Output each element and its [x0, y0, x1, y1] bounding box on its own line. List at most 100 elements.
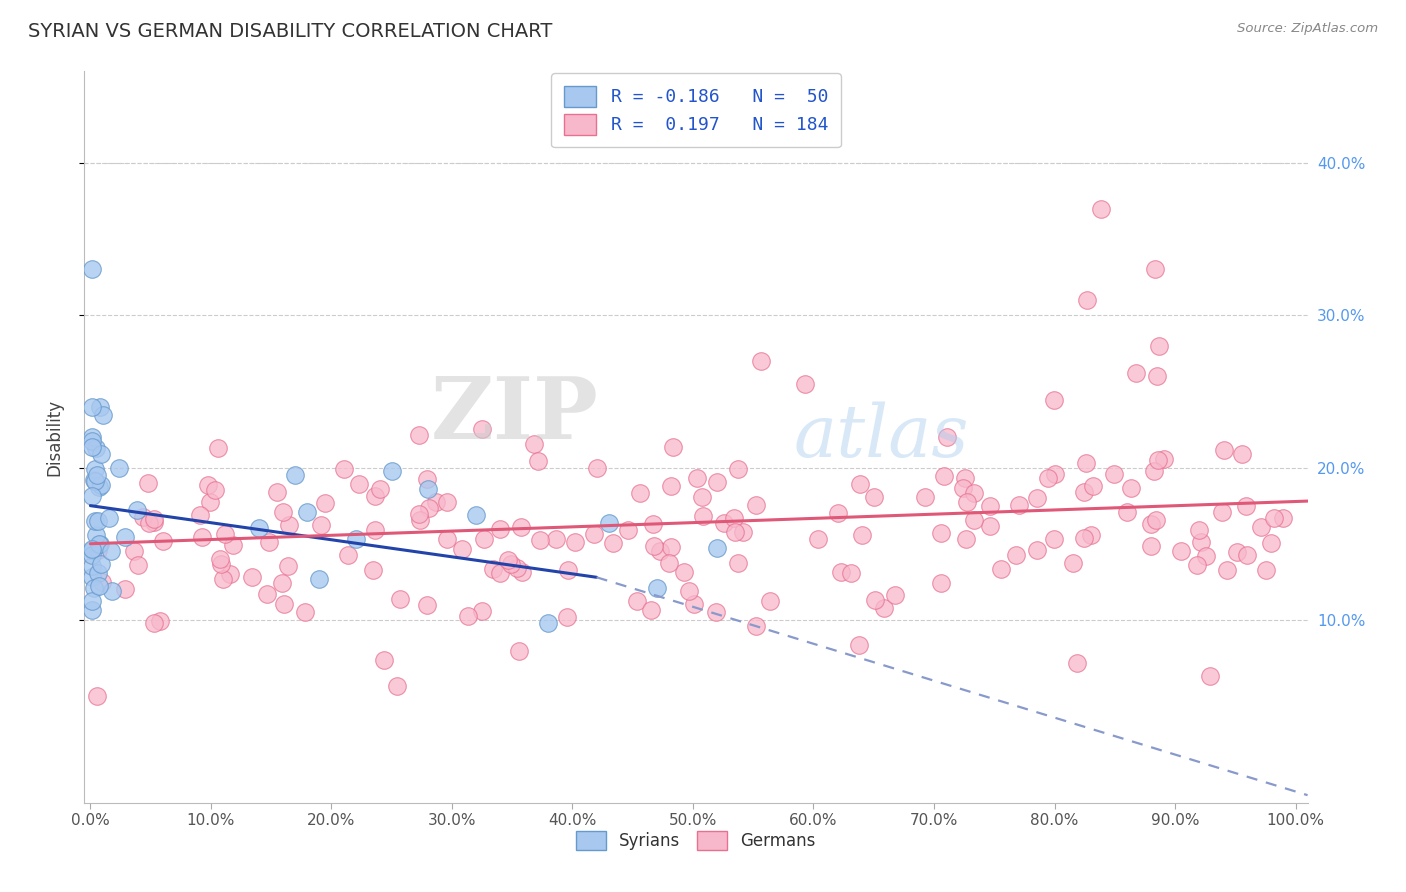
Point — [297, 504, 319, 518]
Point — [1140, 539, 1163, 553]
Point — [827, 506, 849, 520]
Point — [80, 542, 103, 557]
Point — [472, 532, 495, 546]
Point — [1043, 467, 1066, 482]
Point — [645, 582, 668, 596]
Point — [1008, 498, 1031, 512]
Point — [1042, 533, 1064, 547]
Point — [1147, 338, 1170, 352]
Point — [678, 583, 700, 598]
Text: ZIP: ZIP — [430, 373, 598, 457]
Point — [86, 566, 108, 580]
Point — [207, 441, 229, 455]
Point — [1090, 202, 1112, 216]
Point — [1073, 531, 1095, 545]
Point — [830, 565, 852, 579]
Point — [1250, 520, 1272, 534]
Point — [952, 481, 974, 495]
Point — [499, 557, 522, 571]
Point — [127, 558, 149, 573]
Point — [505, 560, 527, 574]
Point — [1254, 563, 1277, 577]
Point — [80, 570, 103, 584]
Point — [979, 499, 1001, 513]
Point — [87, 543, 110, 558]
Point — [450, 541, 472, 556]
Point — [723, 525, 745, 540]
Point — [1080, 528, 1102, 542]
Point — [523, 437, 546, 451]
Point — [759, 594, 782, 608]
Point — [125, 502, 148, 516]
Point — [385, 679, 408, 693]
Point — [713, 516, 735, 530]
Point — [914, 490, 936, 504]
Point — [87, 515, 110, 529]
Point — [190, 508, 212, 522]
Point — [309, 518, 332, 533]
Point — [90, 477, 112, 491]
Point — [84, 527, 107, 541]
Point — [1271, 511, 1294, 525]
Point — [1195, 549, 1218, 563]
Point — [932, 469, 955, 483]
Point — [727, 462, 749, 476]
Point — [510, 520, 533, 534]
Point — [990, 561, 1012, 575]
Point — [471, 422, 494, 436]
Point — [90, 447, 112, 461]
Point — [364, 489, 387, 503]
Point — [142, 512, 165, 526]
Point — [1153, 452, 1175, 467]
Point — [465, 508, 488, 522]
Point — [598, 516, 620, 530]
Point — [692, 508, 714, 523]
Point — [1226, 545, 1249, 559]
Point — [723, 511, 745, 525]
Point — [381, 464, 404, 478]
Point — [364, 524, 387, 538]
Point — [211, 572, 233, 586]
Point — [1076, 293, 1098, 307]
Point — [643, 539, 665, 553]
Point — [368, 483, 391, 497]
Point — [1189, 534, 1212, 549]
Point — [204, 483, 226, 497]
Point — [1144, 262, 1167, 277]
Point — [929, 525, 952, 540]
Point — [82, 430, 104, 444]
Point — [585, 460, 607, 475]
Point — [89, 537, 111, 551]
Point — [602, 535, 624, 549]
Point — [1102, 467, 1125, 481]
Point — [333, 462, 356, 476]
Point — [793, 376, 815, 391]
Point — [659, 541, 682, 555]
Point — [152, 533, 174, 548]
Point — [344, 533, 367, 547]
Point — [143, 516, 166, 530]
Point — [529, 533, 551, 547]
Point — [1213, 443, 1236, 458]
Point — [704, 605, 727, 619]
Point — [84, 474, 107, 488]
Point — [278, 517, 301, 532]
Point — [686, 471, 709, 485]
Point — [114, 530, 136, 544]
Point — [1066, 656, 1088, 670]
Point — [848, 638, 870, 652]
Point — [537, 615, 560, 630]
Point — [731, 524, 754, 539]
Point — [80, 400, 103, 414]
Point — [409, 513, 432, 527]
Point — [873, 601, 896, 615]
Point — [284, 468, 307, 483]
Point — [143, 615, 166, 630]
Point — [247, 520, 270, 534]
Point — [208, 552, 231, 566]
Point — [436, 495, 458, 509]
Point — [1263, 511, 1285, 525]
Point — [91, 409, 114, 423]
Point — [83, 581, 105, 595]
Point — [692, 490, 714, 504]
